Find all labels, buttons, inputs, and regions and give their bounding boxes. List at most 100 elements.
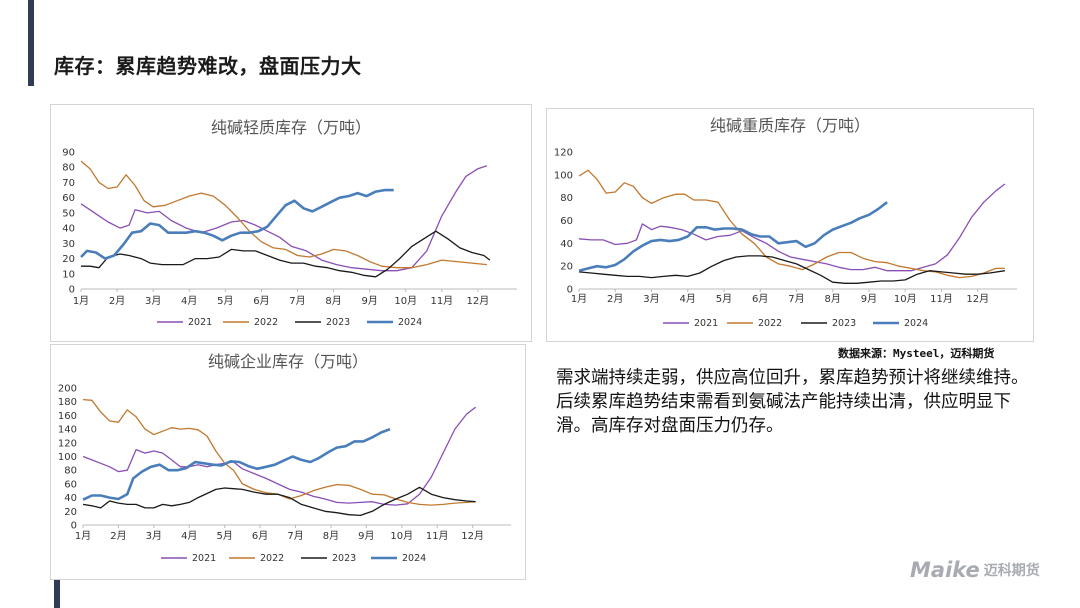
legend-label-2021: 2021 [694, 318, 718, 329]
x-tick-label: 12月 [467, 295, 490, 307]
y-tick-label: 20 [62, 254, 75, 265]
x-tick-label: 7月 [289, 295, 305, 307]
x-tick-label: 10月 [894, 293, 917, 305]
x-tick-label: 5月 [716, 293, 732, 305]
x-tick-label: 5月 [217, 295, 233, 307]
y-tick-label: 100 [554, 170, 573, 181]
x-tick-label: 1月 [75, 530, 91, 542]
series-line-2024 [82, 427, 391, 501]
x-tick-label: 6月 [252, 530, 268, 542]
y-tick-label: 100 [58, 452, 77, 463]
y-tick-label: 0 [567, 285, 573, 296]
x-tick-label: 9月 [361, 295, 377, 307]
legend-label-2023: 2023 [332, 553, 356, 564]
x-tick-label: 10月 [394, 295, 417, 307]
heavy-chart-title: 纯碱重质库存（万吨） [710, 116, 870, 135]
legend-label-2022: 2022 [758, 318, 782, 329]
y-tick-label: 120 [58, 438, 77, 449]
accent-bar [28, 0, 34, 86]
x-tick-label: 12月 [461, 530, 484, 542]
logo-subtitle: 迈科期货 [983, 563, 1040, 579]
y-tick-label: 120 [554, 148, 573, 159]
x-tick-label: 1月 [571, 293, 587, 305]
x-tick-label: 2月 [109, 295, 125, 307]
legend-label-2023: 2023 [326, 317, 350, 328]
y-tick-label: 70 [62, 178, 75, 189]
y-tick-label: 20 [64, 507, 77, 518]
x-tick-label: 4月 [680, 293, 696, 305]
x-tick-label: 3月 [146, 530, 162, 542]
y-tick-label: 40 [560, 239, 573, 250]
y-tick-label: 0 [71, 521, 77, 532]
y-tick-label: 30 [62, 239, 75, 250]
x-tick-label: 6月 [253, 295, 269, 307]
y-tick-label: 180 [58, 397, 77, 408]
x-tick-label: 1月 [73, 295, 89, 307]
legend-label-2024: 2024 [904, 318, 928, 329]
logo-mark: Maike [910, 558, 980, 582]
x-tick-label: 7月 [287, 530, 303, 542]
x-tick-label: 3月 [145, 295, 161, 307]
y-tick-label: 140 [58, 425, 77, 436]
x-tick-label: 10月 [390, 530, 413, 542]
series-line-2024 [80, 188, 394, 260]
y-tick-label: 40 [62, 224, 75, 235]
series-line-2022 [80, 160, 487, 269]
series-line-2021 [80, 165, 488, 272]
y-tick-label: 200 [58, 384, 77, 395]
y-tick-label: 40 [64, 493, 77, 504]
series-line-2023 [81, 230, 491, 278]
chart-heavy-inventory: 纯碱重质库存（万吨） 0 20 40 60 80 100 120 1月 2月 3月 4月 5月 6月 7月 8… [546, 108, 1034, 342]
light-chart-svg: 纯碱轻质库存（万吨） 0 10 20 30 40 50 60 70 80 90 1月 2月 3月 4月 5月 6… [62, 118, 517, 328]
chart-enterprise-inventory: 纯碱企业库存（万吨） 0 20 40 60 80 100 120 140 160 180 200 1月 2… [50, 344, 526, 580]
y-tick-label: 20 [560, 262, 573, 273]
y-tick-label: 80 [62, 163, 75, 174]
enterprise-chart-title: 纯碱企业库存（万吨） [208, 352, 368, 371]
legend-label-2024: 2024 [398, 317, 422, 328]
legend-label-2022: 2022 [254, 317, 278, 328]
y-tick-label: 0 [69, 285, 75, 296]
y-tick-label: 80 [64, 466, 77, 477]
x-tick-label: 5月 [216, 530, 232, 542]
x-tick-label: 6月 [752, 293, 768, 305]
summary-text: 需求端持续走弱，供应高位回升，累库趋势预计将继续维持。后续累库趋势结束需看到氨碱… [556, 368, 1029, 436]
legend-label-2021: 2021 [188, 317, 212, 328]
y-tick-label: 60 [560, 216, 573, 227]
x-tick-label: 4月 [181, 295, 197, 307]
y-tick-label: 90 [62, 148, 75, 159]
y-tick-label: 60 [64, 479, 77, 490]
x-tick-label: 9月 [861, 293, 877, 305]
legend-label-2024: 2024 [402, 553, 426, 564]
legend-label-2022: 2022 [260, 553, 284, 564]
x-tick-label: 8月 [825, 293, 841, 305]
chart-light-inventory: 纯碱轻质库存（万吨） 0 10 20 30 40 50 60 70 80 90 1月 2月 3月 4月 5月 6… [50, 104, 532, 342]
x-tick-label: 2月 [607, 293, 623, 305]
x-tick-label: 11月 [430, 295, 453, 307]
x-tick-label: 3月 [643, 293, 659, 305]
x-tick-label: 8月 [325, 295, 341, 307]
x-tick-label: 2月 [110, 530, 126, 542]
x-tick-label: 8月 [323, 530, 339, 542]
series-line-2023 [82, 486, 476, 517]
legend-label-2023: 2023 [832, 318, 856, 329]
light-chart-title: 纯碱轻质库存（万吨） [211, 118, 371, 137]
enterprise-chart-svg: 纯碱企业库存（万吨） 0 20 40 60 80 100 120 140 160 180 200 1月 2… [58, 352, 511, 564]
x-tick-label: 12月 [966, 293, 989, 305]
data-source: 数据来源：Mysteel，迈科期货 [838, 347, 995, 360]
series-line-2023 [578, 255, 1005, 284]
y-tick-label: 50 [62, 208, 75, 219]
legend-label-2021: 2021 [192, 553, 216, 564]
series-line-2021 [82, 406, 476, 506]
y-tick-label: 60 [62, 193, 75, 204]
x-tick-label: 7月 [788, 293, 804, 305]
x-tick-label: 4月 [181, 530, 197, 542]
series-line-2022 [82, 398, 476, 506]
x-tick-label: 9月 [358, 530, 374, 542]
series-line-2024 [578, 201, 888, 272]
series-line-2021 [578, 183, 1006, 272]
heavy-chart-svg: 纯碱重质库存（万吨） 0 20 40 60 80 100 120 1月 2月 3月 4月 5月 6月 7月 8… [554, 116, 1017, 329]
accent-bar-bottom [54, 576, 60, 608]
y-tick-label: 10 [62, 269, 75, 280]
x-tick-label: 11月 [426, 530, 449, 542]
maike-logo: Maike 迈科期货 [910, 558, 1040, 582]
